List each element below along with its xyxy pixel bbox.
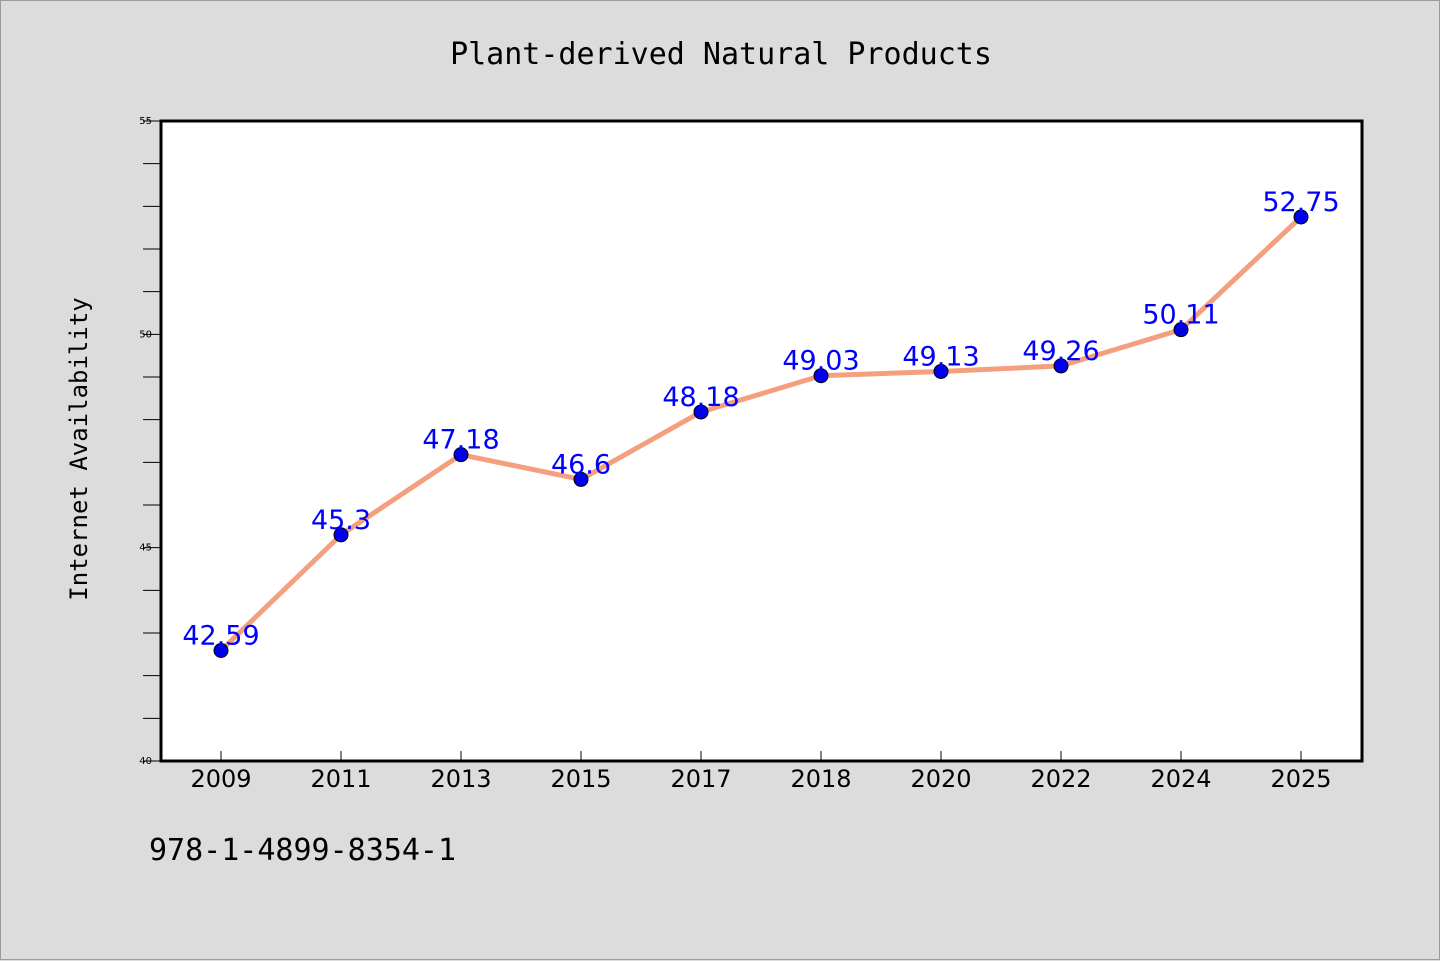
data-label: 45.3: [311, 505, 371, 536]
plot-area: [159, 119, 1364, 763]
x-tick-label: 2022: [1030, 765, 1091, 793]
data-label: 49.26: [1022, 336, 1099, 367]
data-label: 48.18: [662, 382, 739, 413]
data-label: 47.18: [422, 425, 499, 456]
data-point-marker: [333, 527, 349, 543]
data-point-marker: [453, 447, 469, 463]
y-axis-ticks: 40 45 50 55: [139, 116, 161, 767]
series-line: [218, 214, 1304, 653]
x-axis-ticks: 2009 2011 2013 2015 2017 2018 2020 2022 2024 2025: [190, 751, 1332, 793]
data-point-marker: [933, 363, 949, 379]
x-tick-label: 2011: [310, 765, 371, 793]
data-point-marker: [1053, 358, 1069, 374]
y-axis-label: Internet Availability: [65, 297, 93, 600]
y-tick-label: 50: [139, 329, 152, 340]
x-tick-label: 2017: [670, 765, 731, 793]
data-label: 52.75: [1262, 187, 1339, 218]
x-tick-label: 2015: [550, 765, 611, 793]
x-tick-label: 2009: [190, 765, 251, 793]
isbn-annotation: 978-1-4899-8354-1: [149, 833, 457, 868]
data-point-marker: [693, 404, 709, 420]
y-tick-label: 40: [139, 756, 152, 767]
chart-title: Plant-derived Natural Products: [450, 37, 992, 72]
x-tick-label: 2025: [1270, 765, 1331, 793]
data-point-marker: [813, 368, 829, 384]
x-tick-label: 2018: [790, 765, 851, 793]
y-tick-label: 45: [139, 543, 152, 554]
data-label: 49.13: [902, 341, 979, 372]
data-point-marker: [1173, 322, 1189, 338]
data-point-marker: [213, 642, 229, 658]
y-tick-label: 55: [139, 116, 152, 127]
x-tick-label: 2024: [1150, 765, 1211, 793]
data-point-marker: [573, 471, 589, 487]
series-layer: [213, 209, 1309, 658]
data-labels: 42.59 45.3 47.18 46.6 48.18 49.03 49.13 49.26 50…: [182, 187, 1339, 651]
data-label: 46.6: [551, 449, 611, 480]
x-tick-label: 2020: [910, 765, 971, 793]
data-label: 50.11: [1142, 300, 1219, 331]
x-tick-label: 2013: [430, 765, 491, 793]
data-label: 42.59: [182, 620, 259, 651]
data-point-marker: [1293, 209, 1309, 225]
data-label: 49.03: [782, 346, 859, 377]
